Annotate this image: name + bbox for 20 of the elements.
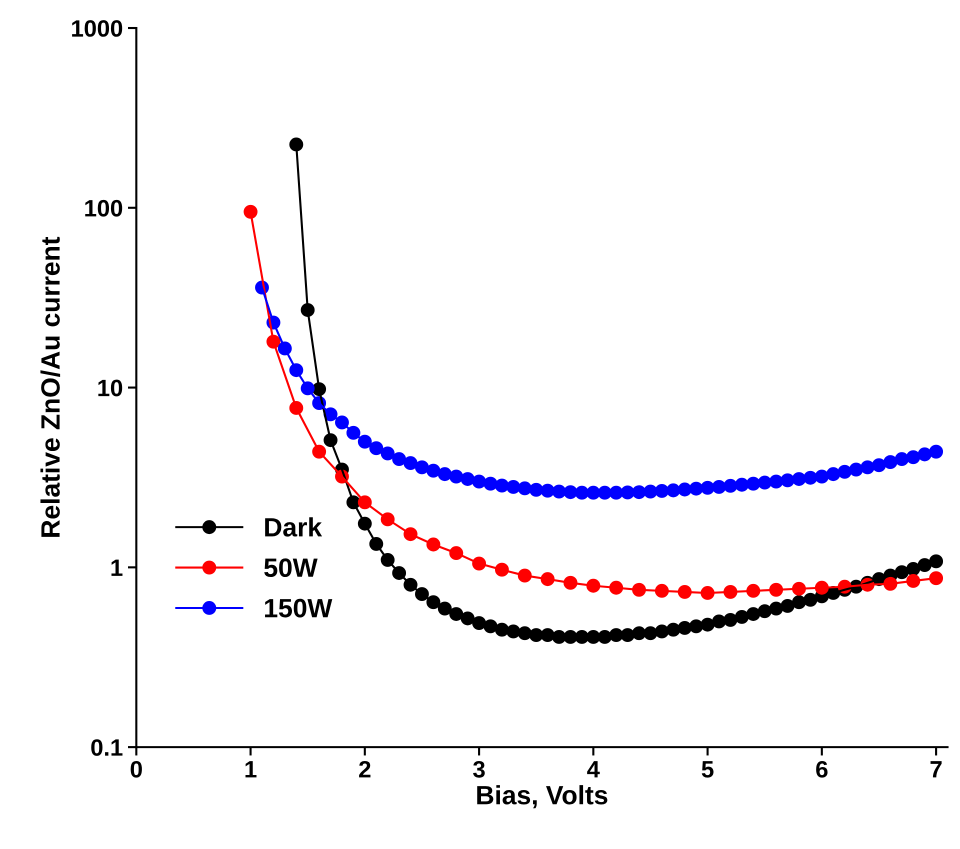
- x-axis-title: Bias, Volts: [477, 785, 608, 808]
- x-tick-label: 3: [473, 760, 485, 778]
- x-tick-label: 7: [930, 761, 942, 778]
- x-tick-label: 0: [130, 760, 142, 778]
- y-tick-label: 0.1: [91, 739, 122, 756]
- x-tick-label: 5: [702, 761, 714, 778]
- x-tick-label: 6: [816, 760, 828, 778]
- x-tick-label: 1: [245, 761, 256, 778]
- legend-label: Dark: [265, 517, 322, 537]
- y-tick-label: 100: [85, 200, 122, 217]
- point: [244, 204, 258, 219]
- y-tick-label: 1: [111, 560, 122, 576]
- y-tick-label: 1000: [72, 20, 122, 37]
- y-axis-title: Relative ZnO/Au current: [40, 236, 60, 537]
- x-tick-label: 2: [359, 760, 370, 778]
- point: [929, 554, 944, 568]
- y-tick-label: 10: [98, 380, 122, 396]
- x-tick-label: 4: [587, 761, 600, 778]
- legend-label: 50W: [264, 558, 318, 578]
- legend-label: 150W: [265, 598, 332, 618]
